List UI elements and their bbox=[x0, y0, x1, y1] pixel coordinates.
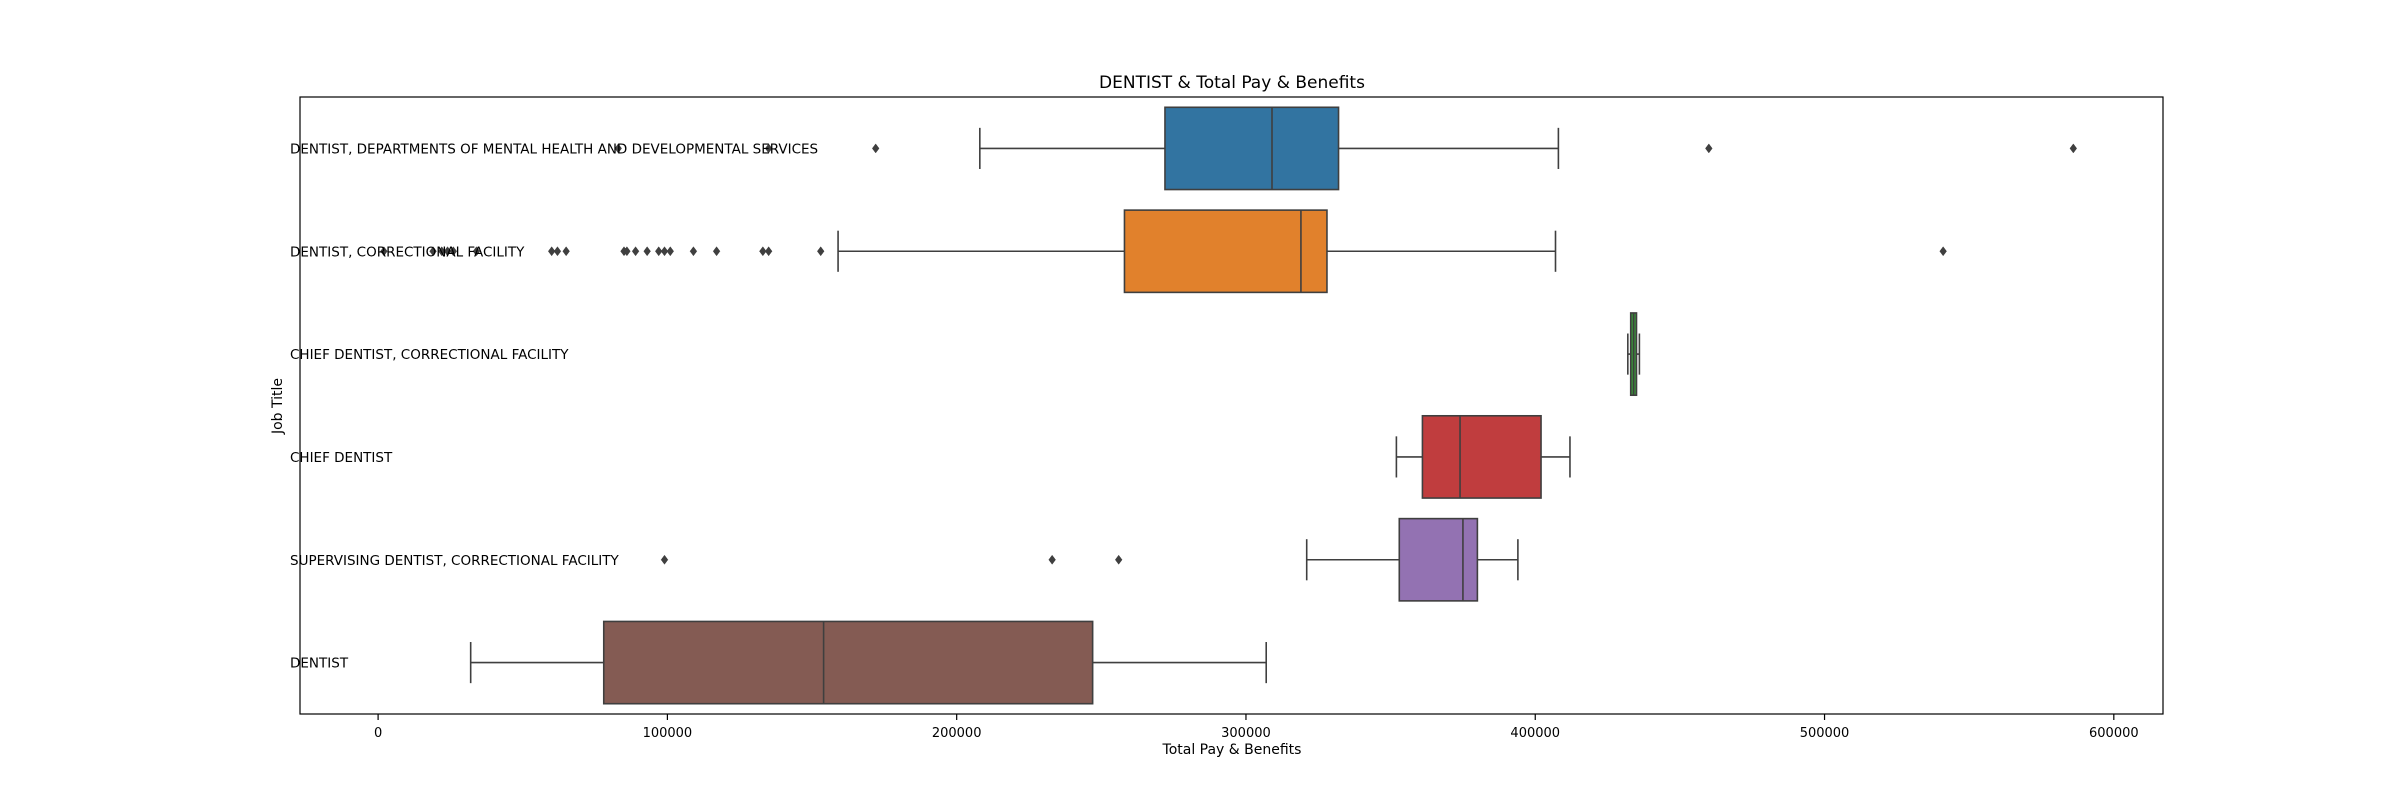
x-tick-label: 100000 bbox=[643, 726, 693, 741]
outlier-point bbox=[2069, 143, 2078, 154]
category-label: CHIEF DENTIST bbox=[290, 450, 393, 466]
outlier-point bbox=[655, 246, 663, 257]
x-tick-label: 0 bbox=[374, 726, 382, 741]
outlier-point bbox=[562, 246, 570, 257]
x-tick-label: 200000 bbox=[932, 726, 982, 741]
category-label: SUPERVISING DENTIST, CORRECTIONAL FACILI… bbox=[290, 553, 619, 569]
outlier-point bbox=[553, 246, 562, 257]
category-label: DENTIST bbox=[290, 656, 349, 672]
outlier-point bbox=[712, 246, 721, 257]
box-group: CHIEF DENTIST, CORRECTIONAL FACILITY bbox=[290, 312, 1641, 397]
box-group: DENTIST bbox=[290, 620, 1268, 705]
outlier-point bbox=[759, 246, 767, 257]
outlier-point bbox=[1048, 554, 1056, 565]
x-tick-label: 400000 bbox=[1510, 726, 1560, 741]
x-axis-label: Total Pay & Benefits bbox=[1162, 742, 1302, 758]
box-iqr bbox=[1123, 209, 1328, 294]
outlier-point bbox=[623, 246, 631, 257]
category-label: DENTIST, CORRECTIONAL FACILITY bbox=[290, 244, 525, 260]
x-tick-label: 500000 bbox=[1800, 726, 1850, 741]
box-group: DENTIST, CORRECTIONAL FACILITY bbox=[290, 209, 1947, 294]
outlier-point bbox=[472, 246, 481, 257]
outlier-point bbox=[1939, 246, 1947, 257]
x-tick-label: 300000 bbox=[1221, 726, 1271, 741]
outlier-point bbox=[666, 246, 674, 257]
outlier-point bbox=[871, 143, 880, 154]
outlier-point bbox=[547, 246, 556, 257]
chart-title: DENTIST & Total Pay & Benefits bbox=[1099, 73, 1365, 93]
outlier-point bbox=[443, 246, 452, 257]
x-tick-label: 600000 bbox=[2089, 726, 2139, 741]
box-iqr bbox=[1421, 414, 1542, 499]
outlier-point bbox=[660, 246, 669, 257]
outlier-point bbox=[1114, 554, 1123, 565]
category-label: DENTIST, DEPARTMENTS OF MENTAL HEALTH AN… bbox=[290, 141, 818, 157]
box-group: SUPERVISING DENTIST, CORRECTIONAL FACILI… bbox=[290, 517, 1519, 602]
outlier-point bbox=[643, 246, 651, 257]
outlier-point bbox=[817, 246, 825, 257]
outlier-point bbox=[631, 246, 640, 257]
outlier-point bbox=[764, 143, 773, 154]
category-label: CHIEF DENTIST, CORRECTIONAL FACILITY bbox=[290, 347, 569, 363]
outlier-point bbox=[660, 554, 669, 565]
box-group: CHIEF DENTIST bbox=[290, 414, 1571, 499]
outlier-point bbox=[429, 246, 437, 257]
box-iqr bbox=[602, 620, 1094, 705]
plot-area: DENTIST, DEPARTMENTS OF MENTAL HEALTH AN… bbox=[290, 106, 2078, 705]
x-axis: 0 100000 200000 300000 400000 500000 600000 bbox=[374, 714, 2139, 741]
box-group: DENTIST, DEPARTMENTS OF MENTAL HEALTH AN… bbox=[290, 106, 2078, 191]
plot-frame bbox=[299, 96, 2164, 715]
box-iqr bbox=[1398, 517, 1479, 602]
y-axis-label: Job Title bbox=[270, 378, 286, 435]
outlier-point bbox=[689, 246, 698, 257]
outlier-point bbox=[380, 246, 388, 257]
outlier-point bbox=[764, 246, 773, 257]
box-iqr bbox=[1164, 106, 1340, 191]
outlier-point bbox=[1705, 143, 1713, 154]
outlier-point bbox=[449, 246, 458, 257]
outlier-point bbox=[614, 143, 622, 154]
outlier-point bbox=[438, 246, 446, 257]
